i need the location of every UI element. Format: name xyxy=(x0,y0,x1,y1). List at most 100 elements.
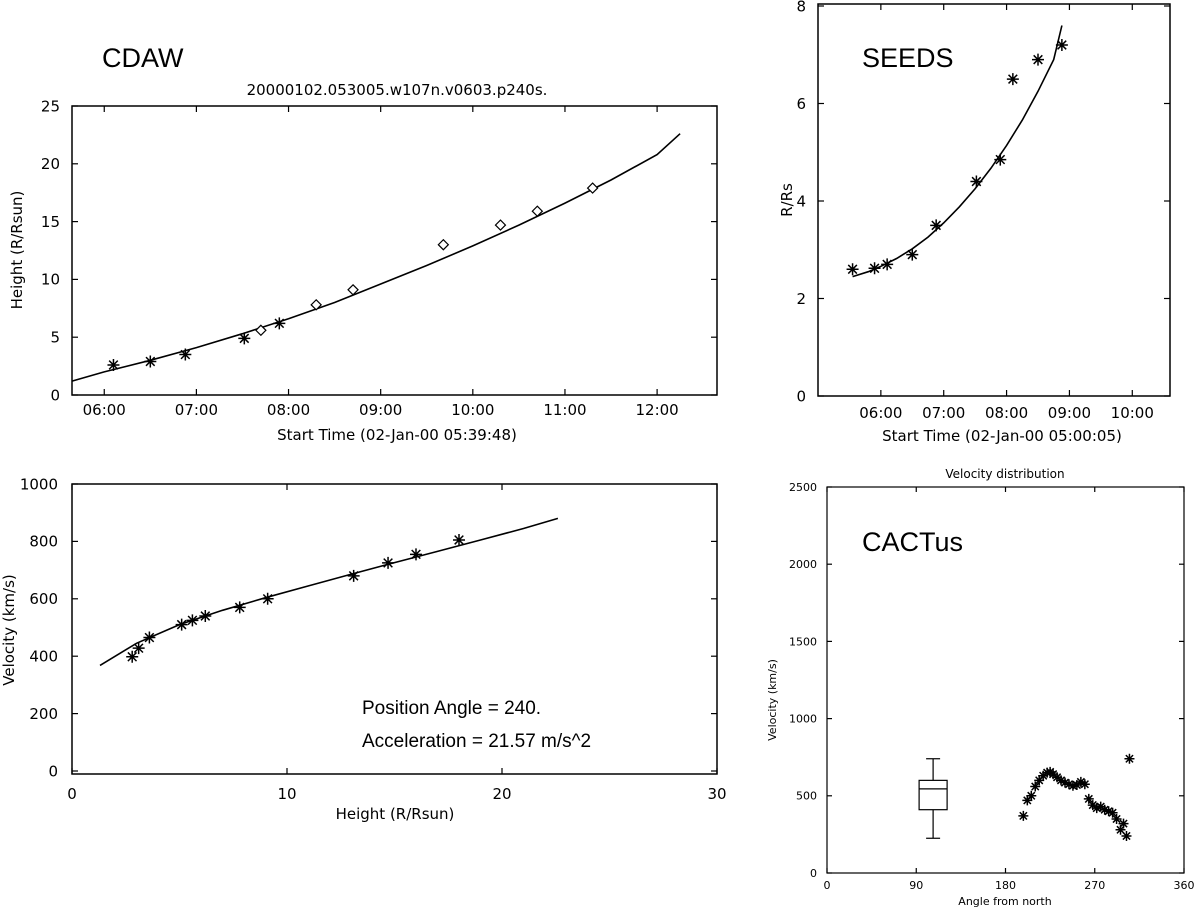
y-tick-label: 0 xyxy=(48,762,58,780)
cdaw-height-fit-line xyxy=(71,133,681,382)
y-tick-label: 2 xyxy=(796,290,806,308)
x-tick-label: 360 xyxy=(1174,879,1195,892)
asterisk-marker xyxy=(175,618,188,631)
asterisk-marker xyxy=(261,592,274,605)
y-tick-label: 0 xyxy=(50,386,60,404)
asterisk-marker xyxy=(1032,53,1044,66)
cdaw-velocity-y-ticks: 0 200 400 600 800 1000 xyxy=(20,475,717,780)
diamond-marker xyxy=(437,238,450,251)
y-tick-label: 6 xyxy=(796,95,806,113)
cactus-x-ticks: 0 90 180 270 360 xyxy=(824,487,1195,892)
asterisk-marker xyxy=(1115,824,1126,835)
diamond-marker xyxy=(347,283,359,296)
y-tick-label: 15 xyxy=(41,213,60,231)
y-tick-label: 2500 xyxy=(789,481,817,494)
cdaw-height-time-plot: CDAW 20000102.053005.w107n.v0603.p240s. … xyxy=(8,43,718,444)
asterisk-marker xyxy=(1030,781,1041,792)
cdaw-velocity-axes-frame xyxy=(71,483,718,775)
y-tick-label: 2000 xyxy=(789,558,817,571)
asterisk-marker xyxy=(1042,767,1053,778)
x-tick-label: 07:00 xyxy=(922,404,965,422)
y-tick-label: 500 xyxy=(796,790,817,803)
cdaw-height-axes-frame xyxy=(71,105,718,396)
seeds-y-ticks: 0 2 4 6 8 xyxy=(796,0,1170,405)
cdaw-label: CDAW xyxy=(102,43,184,73)
asterisk-marker xyxy=(1079,779,1090,790)
seeds-label: SEEDS xyxy=(862,43,954,73)
asterisk-marker xyxy=(1107,807,1118,818)
asterisk-marker xyxy=(1060,777,1070,788)
position-angle-annotation: Position Angle = 240. xyxy=(362,698,541,719)
asterisk-marker xyxy=(382,556,395,569)
asterisk-marker xyxy=(1083,793,1094,804)
x-tick-label: 08:00 xyxy=(985,404,1028,422)
asterisk-marker xyxy=(1124,753,1135,764)
y-tick-label: 20 xyxy=(41,155,60,173)
asterisk-marker xyxy=(1075,776,1086,787)
asterisk-marker xyxy=(273,317,286,330)
cdaw-velocity-x-ticks: 0 10 20 30 xyxy=(67,484,727,803)
asterisk-marker xyxy=(881,258,894,271)
boxplot-box xyxy=(918,779,948,811)
asterisk-marker xyxy=(186,614,199,627)
asterisk-marker xyxy=(1111,813,1122,824)
asterisk-marker xyxy=(994,153,1007,166)
cactus-velocity-distribution-plot: Velocity distribution CACTus 0 90 180 270 36… xyxy=(766,467,1195,908)
y-tick-label: 8 xyxy=(796,0,806,15)
asterisk-marker xyxy=(846,263,859,276)
x-tick-label: 270 xyxy=(1084,879,1105,892)
y-tick-label: 1000 xyxy=(789,712,817,725)
asterisk-marker xyxy=(1026,790,1037,801)
asterisk-marker xyxy=(1056,775,1067,786)
x-tick-label: 0 xyxy=(67,785,77,803)
acceleration-annotation: Acceleration = 21.57 m/s^2 xyxy=(362,731,591,752)
cdaw-velocity-height-plot: 0 10 20 30 0 200 400 600 800 1000 Position Angle… xyxy=(0,475,727,823)
seeds-axes-frame xyxy=(817,3,1171,397)
y-tick-label: 800 xyxy=(29,533,58,551)
cdaw-velocity-markers xyxy=(126,533,465,663)
diamond-marker xyxy=(586,182,599,194)
cdaw-height-y-label: Height (R/Rsun) xyxy=(8,191,26,310)
cdaw-plot-title: 20000102.053005.w107n.v0603.p240s. xyxy=(247,81,548,99)
diamond-marker xyxy=(494,219,507,231)
asterisk-marker xyxy=(453,533,465,546)
asterisk-marker xyxy=(1091,803,1102,814)
asterisk-marker xyxy=(144,355,157,368)
asterisk-marker xyxy=(132,642,145,655)
cdaw-height-markers xyxy=(107,182,599,371)
asterisk-marker xyxy=(1055,39,1068,51)
asterisk-marker xyxy=(179,348,192,361)
asterisk-marker xyxy=(233,601,246,614)
asterisk-marker xyxy=(1022,795,1033,806)
x-tick-label: 06:00 xyxy=(83,401,126,419)
x-tick-label: 90 xyxy=(909,879,923,892)
x-tick-label: 06:00 xyxy=(859,404,902,422)
x-tick-label: 08:00 xyxy=(267,401,310,419)
x-tick-label: 10 xyxy=(277,785,296,803)
x-tick-label: 10:00 xyxy=(451,401,494,419)
y-tick-label: 25 xyxy=(41,97,60,115)
y-tick-label: 1500 xyxy=(789,635,817,648)
cactus-plot-title: Velocity distribution xyxy=(945,467,1064,481)
asterisk-marker xyxy=(199,610,212,623)
cactus-label: CACTus xyxy=(862,527,963,557)
asterisk-marker xyxy=(1018,810,1029,821)
y-tick-label: 5 xyxy=(50,328,60,346)
asterisk-marker xyxy=(1118,818,1129,829)
cactus-boxplot xyxy=(918,758,948,839)
x-tick-label: 10:00 xyxy=(1111,404,1154,422)
asterisk-marker xyxy=(143,631,156,644)
y-tick-label: 10 xyxy=(41,271,60,289)
diamond-marker xyxy=(255,324,267,337)
diamond-marker xyxy=(531,205,544,218)
seeds-height-time-plot: SEEDS 06:00 07:00 08:00 09:00 10:00 0 2 4 6 8 St… xyxy=(778,0,1171,445)
y-tick-label: 400 xyxy=(29,647,58,665)
x-tick-label: 20 xyxy=(492,785,511,803)
cactus-x-label: Angle from north xyxy=(958,895,1051,908)
asterisk-marker xyxy=(126,650,139,663)
x-tick-label: 09:00 xyxy=(359,401,402,419)
asterisk-marker xyxy=(1063,779,1074,790)
asterisk-marker xyxy=(1103,806,1114,817)
x-tick-label: 12:00 xyxy=(635,401,678,419)
